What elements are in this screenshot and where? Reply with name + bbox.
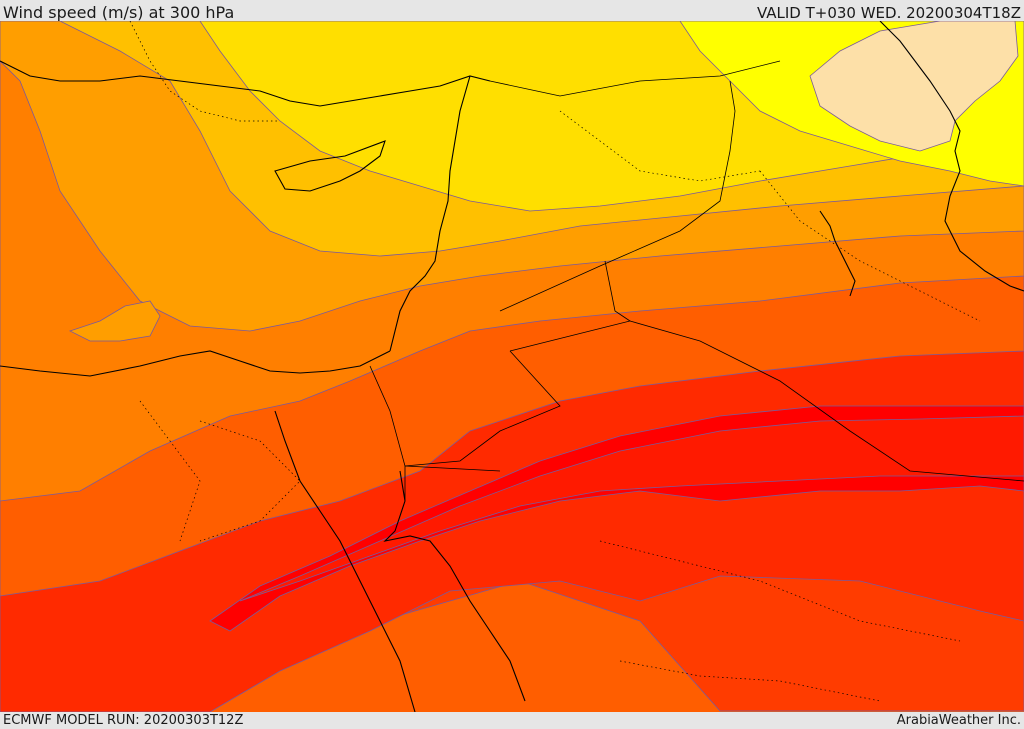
band-8 (239, 415, 1024, 602)
band-patch-west (68, 300, 161, 342)
wind-speed-map (0, 21, 1024, 712)
coastlines (0, 21, 1024, 712)
model-run-label: ECMWF MODEL RUN: 20200303T12Z (3, 713, 244, 728)
borders (369, 60, 1024, 501)
map-canvas (0, 21, 1024, 712)
header-bar: Wind speed (m/s) at 300 hPa VALID T+030 … (0, 0, 1024, 22)
footer-bar: ECMWF MODEL RUN: 20200303T12Z ArabiaWeat… (0, 712, 1024, 729)
map-title: Wind speed (m/s) at 300 hPa (3, 3, 235, 22)
admin-boundaries (129, 21, 981, 702)
valid-time-label: VALID T+030 WED. 20200304T18Z (756, 4, 1021, 22)
band-lightest (809, 21, 1019, 152)
provider-label: ArabiaWeather Inc. (896, 713, 1021, 728)
